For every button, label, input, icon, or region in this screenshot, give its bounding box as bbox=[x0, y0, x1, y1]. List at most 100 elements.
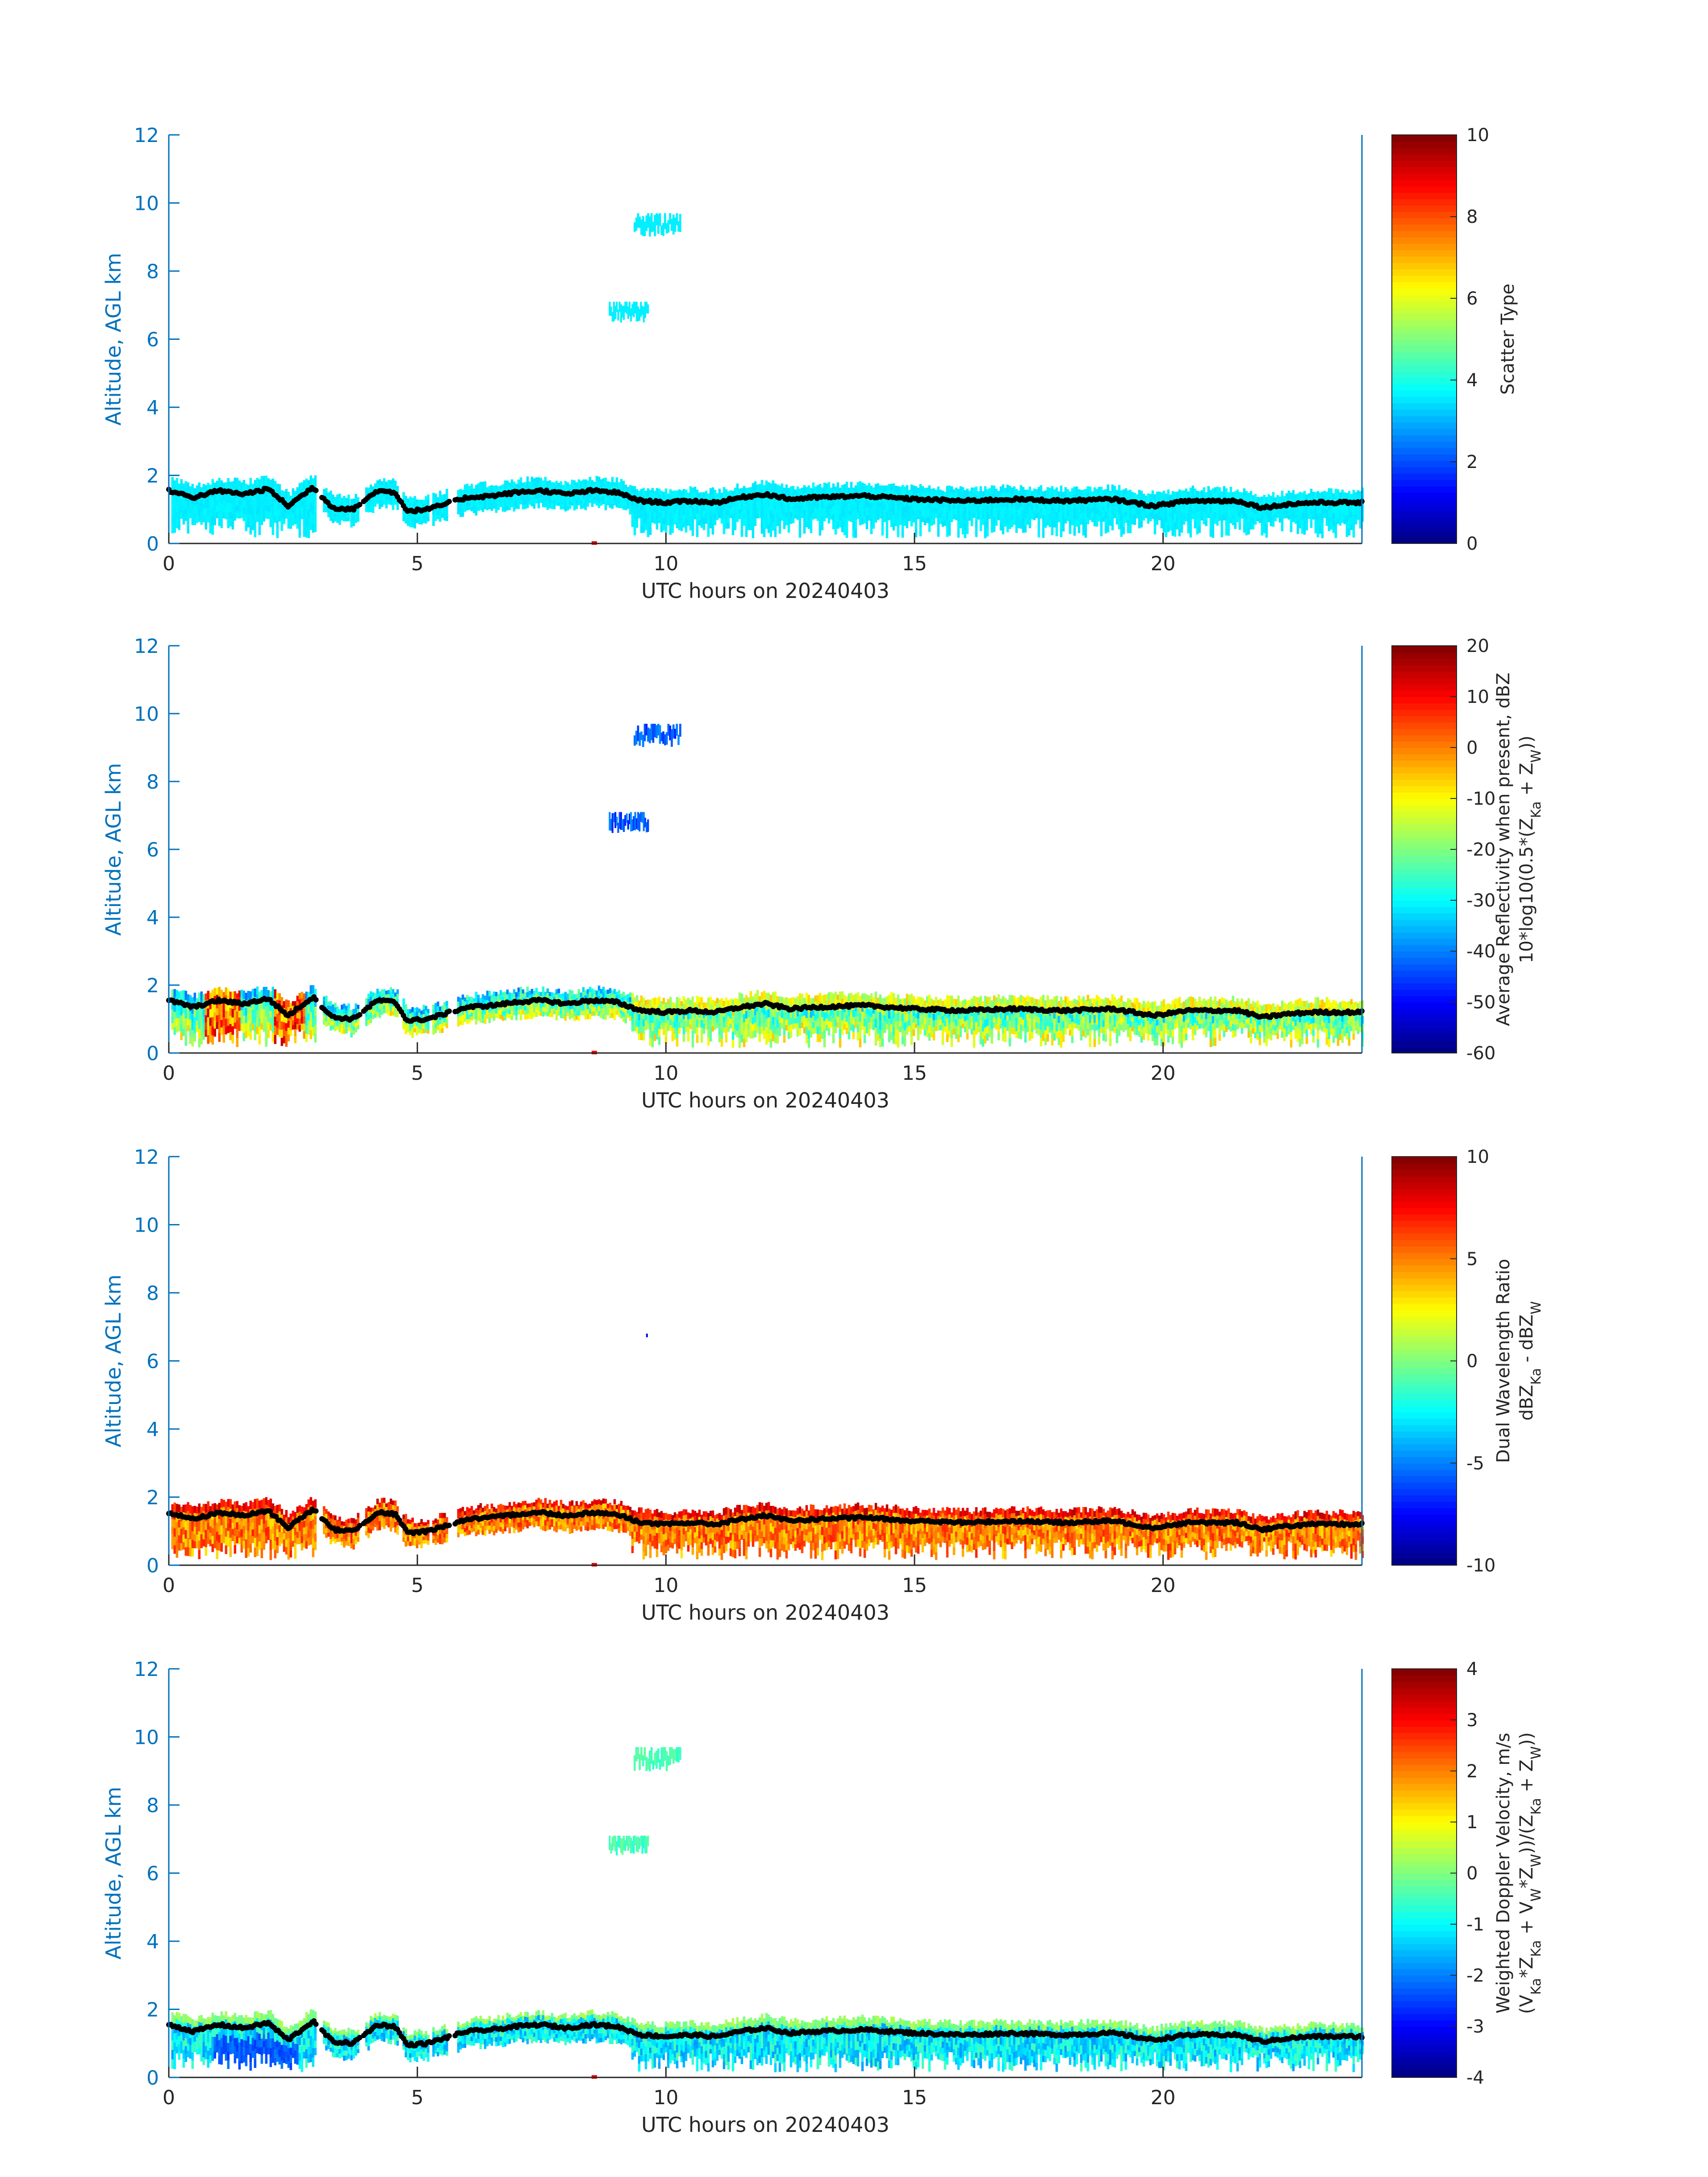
heatmap-cell bbox=[1200, 510, 1203, 516]
heatmap-cell bbox=[798, 513, 802, 522]
heatmap-cell bbox=[539, 1004, 543, 1008]
heatmap-cell bbox=[885, 511, 889, 521]
heatmap-cell bbox=[446, 510, 448, 516]
heatmap-cell bbox=[385, 990, 388, 994]
heatmap-cell bbox=[407, 521, 409, 526]
heatmap-cell bbox=[1071, 506, 1074, 513]
colorbar-swatch bbox=[1392, 352, 1457, 359]
heatmap-cell bbox=[385, 1006, 388, 1010]
heatmap-cell bbox=[466, 501, 469, 506]
heatmap-cell bbox=[827, 482, 831, 489]
heatmap-cell bbox=[1133, 493, 1136, 498]
heatmap-cell bbox=[425, 519, 427, 524]
heatmap-cell bbox=[180, 485, 183, 493]
heatmap-cell bbox=[973, 502, 976, 508]
heatmap-cell bbox=[443, 1006, 446, 1010]
heatmap-cell bbox=[731, 490, 735, 498]
heatmap-cell bbox=[584, 479, 587, 485]
heatmap-cell bbox=[1073, 519, 1076, 528]
heatmap-cell bbox=[926, 488, 929, 494]
heatmap-cell bbox=[338, 1020, 341, 1025]
heatmap-cell bbox=[912, 516, 915, 523]
heatmap-cell bbox=[443, 1018, 446, 1022]
colorbar-swatch bbox=[1392, 269, 1457, 276]
heatmap-cell bbox=[1033, 510, 1036, 515]
heatmap-cell bbox=[312, 985, 315, 994]
heatmap-cell bbox=[789, 486, 793, 493]
heatmap-cell bbox=[1156, 514, 1159, 519]
heatmap-cell bbox=[422, 1009, 425, 1015]
heatmap-cell bbox=[327, 492, 330, 497]
heatmap-cell bbox=[1075, 506, 1078, 514]
heatmap-cell bbox=[600, 1008, 603, 1013]
heatmap-cell bbox=[309, 1030, 313, 1040]
heatmap-cell bbox=[1247, 527, 1250, 535]
heatmap-cell bbox=[209, 1017, 212, 1026]
heatmap-cell bbox=[213, 504, 217, 511]
heatmap-cell bbox=[1071, 513, 1074, 519]
heatmap-cell bbox=[888, 490, 891, 496]
upper-cloud-cell bbox=[633, 301, 635, 318]
upper-cloud-cell bbox=[627, 306, 629, 319]
heatmap-cell bbox=[283, 507, 286, 513]
heatmap-cell bbox=[434, 1028, 437, 1033]
heatmap-cell bbox=[1301, 520, 1304, 527]
heatmap-cell bbox=[568, 1009, 572, 1015]
heatmap-cell bbox=[1301, 513, 1304, 520]
heatmap-cell bbox=[1107, 484, 1110, 493]
heatmap-cell bbox=[756, 485, 759, 490]
heatmap-cell bbox=[946, 511, 949, 520]
heatmap-cell bbox=[595, 490, 598, 496]
heatmap-cell bbox=[1265, 517, 1268, 524]
heatmap-cell bbox=[225, 507, 228, 514]
heatmap-cell bbox=[899, 486, 902, 493]
heatmap-cell bbox=[1261, 522, 1264, 529]
heatmap-cell bbox=[425, 514, 427, 519]
heatmap-cell bbox=[301, 1024, 304, 1030]
heatmap-cell bbox=[1080, 519, 1083, 525]
heatmap-cell bbox=[352, 1009, 355, 1013]
heatmap-cell bbox=[486, 995, 489, 1000]
heatmap-cell bbox=[776, 512, 779, 519]
heatmap-cell bbox=[542, 502, 545, 507]
heatmap-cell bbox=[1015, 511, 1018, 518]
heatmap-cell bbox=[890, 498, 893, 506]
heatmap-cell bbox=[955, 487, 958, 493]
heatmap-cell bbox=[593, 1011, 596, 1016]
heatmap-cell bbox=[276, 999, 279, 1007]
heatmap-cell bbox=[798, 529, 802, 538]
heatmap-cell bbox=[497, 994, 500, 998]
heatmap-cell bbox=[560, 505, 563, 510]
heatmap-cell bbox=[189, 513, 192, 518]
heatmap-cell bbox=[278, 490, 281, 497]
heatmap-cell bbox=[593, 1003, 596, 1007]
heatmap-cell bbox=[765, 505, 768, 513]
heatmap-cell bbox=[1089, 503, 1092, 509]
upper-cloud-cell bbox=[611, 312, 614, 322]
heatmap-cell bbox=[394, 481, 397, 485]
colorbar-swatch bbox=[1392, 428, 1457, 435]
heatmap-cell bbox=[490, 1014, 493, 1019]
heatmap-cell bbox=[1033, 515, 1036, 520]
heatmap-cell bbox=[573, 1007, 576, 1012]
heatmap-cell bbox=[336, 1010, 339, 1015]
heatmap-cell bbox=[479, 501, 482, 506]
heatmap-cell bbox=[526, 1003, 529, 1009]
heatmap-cell bbox=[504, 1011, 507, 1016]
heatmap-cell bbox=[1060, 502, 1063, 512]
heatmap-cell bbox=[271, 1023, 275, 1033]
heatmap-cell bbox=[497, 1014, 500, 1019]
heatmap-cell bbox=[1162, 525, 1165, 533]
heatmap-cell bbox=[376, 484, 379, 489]
heatmap-cell bbox=[387, 990, 390, 994]
heatmap-cell bbox=[651, 517, 654, 523]
heatmap-cell bbox=[446, 1024, 448, 1028]
heatmap-cell bbox=[1321, 507, 1324, 515]
heatmap-cell bbox=[524, 1015, 527, 1020]
heatmap-cell bbox=[1107, 516, 1110, 525]
heatmap-cell bbox=[968, 490, 971, 496]
heatmap-cell bbox=[191, 504, 194, 511]
heatmap-cell bbox=[1312, 515, 1315, 520]
heatmap-cell bbox=[372, 992, 375, 997]
heatmap-cell bbox=[490, 999, 493, 1003]
